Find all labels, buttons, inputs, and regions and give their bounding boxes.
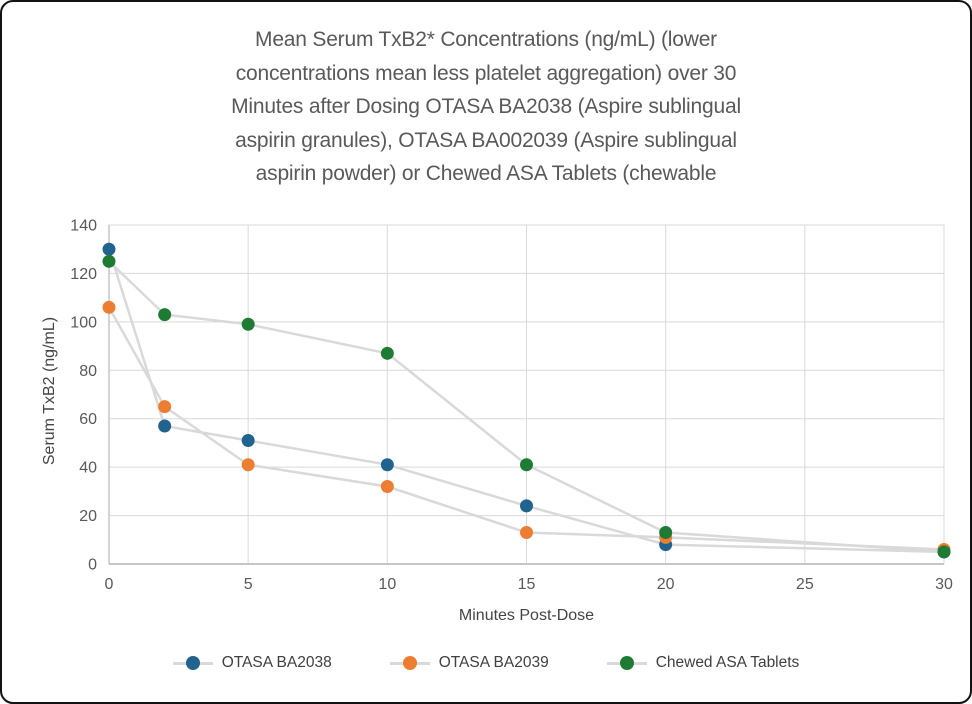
y-axis-title: Serum TxB2 (ng/mL) xyxy=(41,316,58,466)
x-tick-label: 25 xyxy=(796,576,814,593)
data-point xyxy=(380,458,394,472)
chart-title-line: aspirin powder) or Chewed ASA Tablets (c… xyxy=(255,162,717,185)
legend-item: Chewed ASA Tablets xyxy=(606,654,800,672)
y-tick-label: 140 xyxy=(70,218,97,235)
data-point xyxy=(241,317,255,331)
legend-dot-icon xyxy=(619,656,634,670)
data-point xyxy=(102,254,116,268)
y-tick-label: 20 xyxy=(79,508,97,525)
legend-item: OTASA BA2039 xyxy=(389,654,549,672)
legend-label: OTASA BA2039 xyxy=(438,654,549,671)
chart-title-line: concentrations mean less platelet aggreg… xyxy=(235,61,737,85)
legend-marker-icon xyxy=(606,656,647,670)
chart-title-line: Minutes after Dosing OTASA BA2038 (Aspir… xyxy=(231,95,741,118)
y-tick-label: 60 xyxy=(79,411,97,428)
x-tick-label: 0 xyxy=(105,576,114,593)
y-tick-label: 0 xyxy=(88,557,97,574)
data-point xyxy=(241,434,255,448)
x-tick-label: 5 xyxy=(244,576,253,593)
data-point xyxy=(158,308,172,322)
chart-title-line: aspirin granules), OTASA BA002039 (Aspir… xyxy=(235,128,737,152)
legend-label: OTASA BA2038 xyxy=(221,654,332,671)
data-point xyxy=(380,480,394,494)
data-point xyxy=(102,242,116,256)
x-tick-label: 10 xyxy=(378,576,396,593)
y-tick-label: 100 xyxy=(70,314,97,331)
data-point xyxy=(380,346,394,360)
legend-dot-icon xyxy=(185,656,200,670)
legend: OTASA BA2038 OTASA BA2039 Chewed ASA Table… xyxy=(2,654,970,672)
data-point xyxy=(659,526,673,540)
y-tick-label: 40 xyxy=(79,460,97,477)
data-point xyxy=(937,545,951,559)
legend-item: OTASA BA2038 xyxy=(172,654,332,672)
y-tick-label: 120 xyxy=(70,266,97,283)
legend-marker-icon xyxy=(389,656,430,670)
x-tick-label: 30 xyxy=(935,576,953,593)
data-point xyxy=(241,458,255,472)
legend-dot-icon xyxy=(402,656,417,670)
x-tick-label: 20 xyxy=(657,576,675,593)
legend-marker-icon xyxy=(172,656,213,670)
x-tick-label: 15 xyxy=(518,576,536,593)
legend-label: Chewed ASA Tablets xyxy=(655,654,800,671)
y-tick-label: 80 xyxy=(79,363,97,380)
data-point xyxy=(520,458,533,472)
data-point xyxy=(158,419,172,433)
x-axis-title: Minutes Post-Dose xyxy=(458,607,595,624)
data-point xyxy=(102,300,116,314)
data-point xyxy=(520,526,533,540)
data-point xyxy=(520,499,533,513)
chart-title-line: Mean Serum TxB2* Concentrations (ng/mL) … xyxy=(255,28,717,51)
data-point xyxy=(158,400,172,414)
chart-title: Mean Serum TxB2* Concentrations (ng/mL) … xyxy=(2,23,970,191)
